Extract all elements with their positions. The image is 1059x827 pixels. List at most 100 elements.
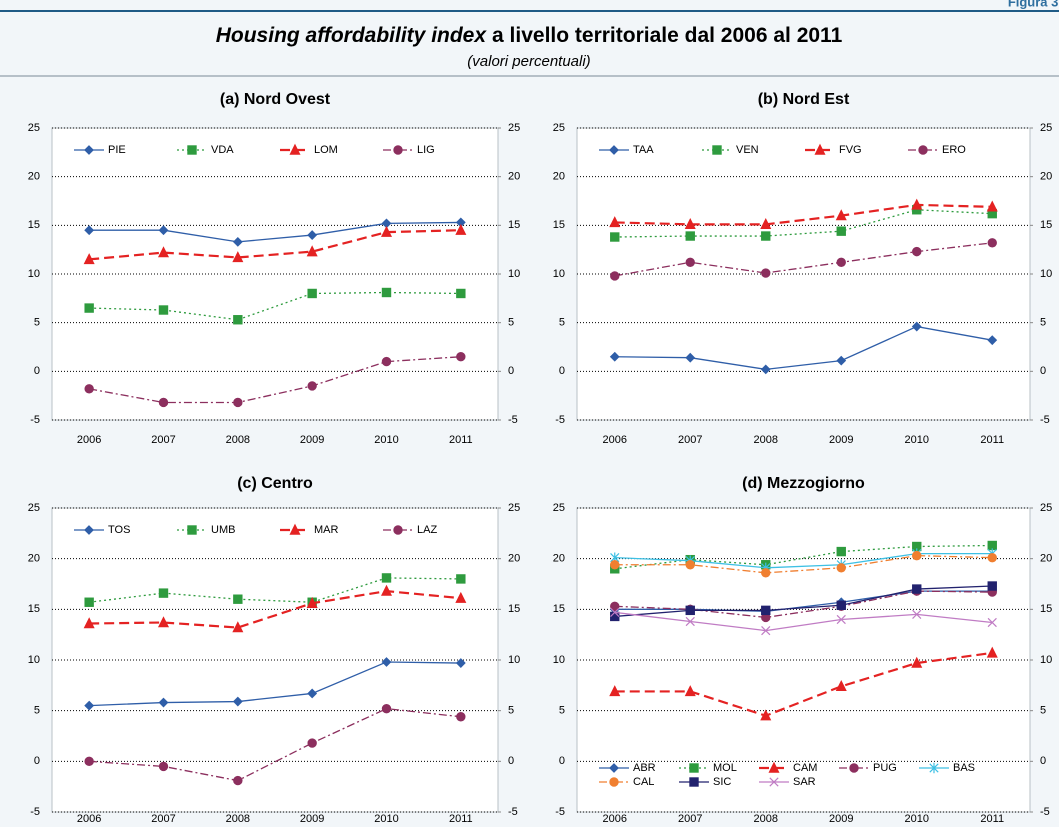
title-italic: Housing affordability index (216, 24, 488, 47)
marker (689, 777, 699, 787)
marker (685, 560, 695, 570)
marker (307, 288, 317, 299)
y2-tick-label: 15 (508, 219, 520, 231)
series-line (614, 611, 993, 632)
y-tick-label: 5 (34, 317, 40, 329)
marker (232, 236, 243, 247)
marker (84, 145, 94, 155)
marker (912, 609, 922, 620)
series-line (89, 589, 461, 629)
panel: (a) Nord Ovest -5 0 5 10 15 20 25 -5 0 5 10 15 20 25 20… (28, 91, 521, 446)
marker (393, 525, 403, 535)
marker (381, 356, 392, 367)
y2-tick-label: 5 (508, 705, 514, 717)
marker (929, 762, 939, 774)
marker (307, 230, 318, 240)
x-tick-label: 2008 (754, 434, 778, 446)
marker (835, 680, 847, 692)
marker (814, 143, 826, 155)
marker (911, 656, 923, 668)
marker (158, 225, 169, 236)
y-tick-label: 0 (34, 365, 40, 377)
y2-tick-label: 15 (1040, 603, 1052, 615)
panel: (c) Centro -5 0 5 10 15 20 25 -5 0 5 10 15 20 25 2006 20… (28, 475, 521, 825)
marker (987, 617, 997, 628)
y-tick-label: -5 (30, 806, 40, 818)
marker (307, 381, 317, 391)
x-tick-label: 2010 (905, 813, 929, 825)
marker (761, 605, 771, 616)
y-tick-label: 5 (34, 705, 40, 717)
marker (381, 573, 392, 583)
marker (685, 605, 695, 616)
x-tick-label: 2010 (374, 813, 398, 825)
y2-tick-label: -5 (508, 414, 518, 426)
y2-tick-label: 5 (1040, 317, 1046, 329)
marker (157, 616, 170, 628)
marker (609, 216, 621, 228)
panel-title: (b) Nord Est (758, 91, 850, 108)
series-line (614, 554, 993, 574)
marker (761, 568, 771, 578)
panel: (b) Nord Est -5 0 5 10 15 20 25 -5 0 5 10 15 20 25 2006… (553, 91, 1053, 446)
y2-tick-label: 0 (508, 755, 514, 767)
panel-title: (d) Mezzogiorno (742, 475, 865, 492)
panel-title: (a) Nord Ovest (220, 91, 331, 108)
marker (760, 218, 772, 230)
marker (911, 321, 922, 332)
marker (912, 246, 922, 257)
marker (233, 775, 243, 786)
marker (986, 200, 998, 212)
marker (456, 288, 466, 299)
legend-label: SIC (713, 776, 731, 788)
y-tick-label: 25 (553, 502, 565, 514)
series-line (89, 661, 461, 707)
marker (83, 253, 95, 265)
y-tick-label: -5 (555, 414, 565, 426)
y2-tick-label: 20 (1040, 171, 1052, 183)
series-line (89, 291, 461, 321)
title-rest: a livello territoriale dal 2006 al 2011 (492, 24, 843, 47)
y2-tick-label: -5 (1040, 414, 1050, 426)
marker (232, 251, 244, 263)
marker (84, 225, 95, 236)
marker (912, 584, 922, 594)
marker (187, 145, 197, 155)
x-tick-label: 2011 (449, 434, 473, 446)
marker (84, 597, 94, 607)
marker (986, 646, 998, 658)
y-tick-label: 10 (553, 654, 565, 666)
marker (912, 550, 922, 561)
y2-tick-label: 10 (508, 654, 520, 666)
marker (380, 225, 393, 237)
marker (685, 616, 695, 627)
y-tick-label: 20 (553, 553, 565, 565)
x-tick-label: 2009 (300, 813, 324, 825)
x-tick-label: 2009 (829, 813, 853, 825)
y-tick-label: 15 (28, 603, 40, 615)
x-tick-label: 2008 (226, 813, 250, 825)
figure-label: Figura 3. (1008, 0, 1059, 9)
legend-label: CAM (793, 762, 817, 774)
x-tick-label: 2006 (77, 434, 101, 446)
marker (158, 305, 169, 315)
marker (381, 287, 392, 298)
series-line (614, 544, 993, 570)
marker (836, 355, 847, 366)
x-tick-label: 2007 (151, 813, 175, 825)
marker (455, 223, 467, 235)
legend-label: UMB (211, 524, 235, 536)
legend-label: CAL (633, 776, 654, 788)
marker (987, 581, 997, 591)
x-tick-label: 2007 (151, 434, 175, 446)
marker (911, 198, 923, 210)
marker (83, 617, 95, 629)
x-tick-label: 2009 (300, 434, 324, 446)
marker (158, 761, 169, 772)
legend-label: FVG (839, 144, 862, 156)
marker (84, 384, 94, 394)
marker (610, 607, 620, 617)
y2-tick-label: 25 (508, 122, 520, 134)
marker (849, 763, 859, 773)
x-tick-label: 2007 (678, 434, 702, 446)
